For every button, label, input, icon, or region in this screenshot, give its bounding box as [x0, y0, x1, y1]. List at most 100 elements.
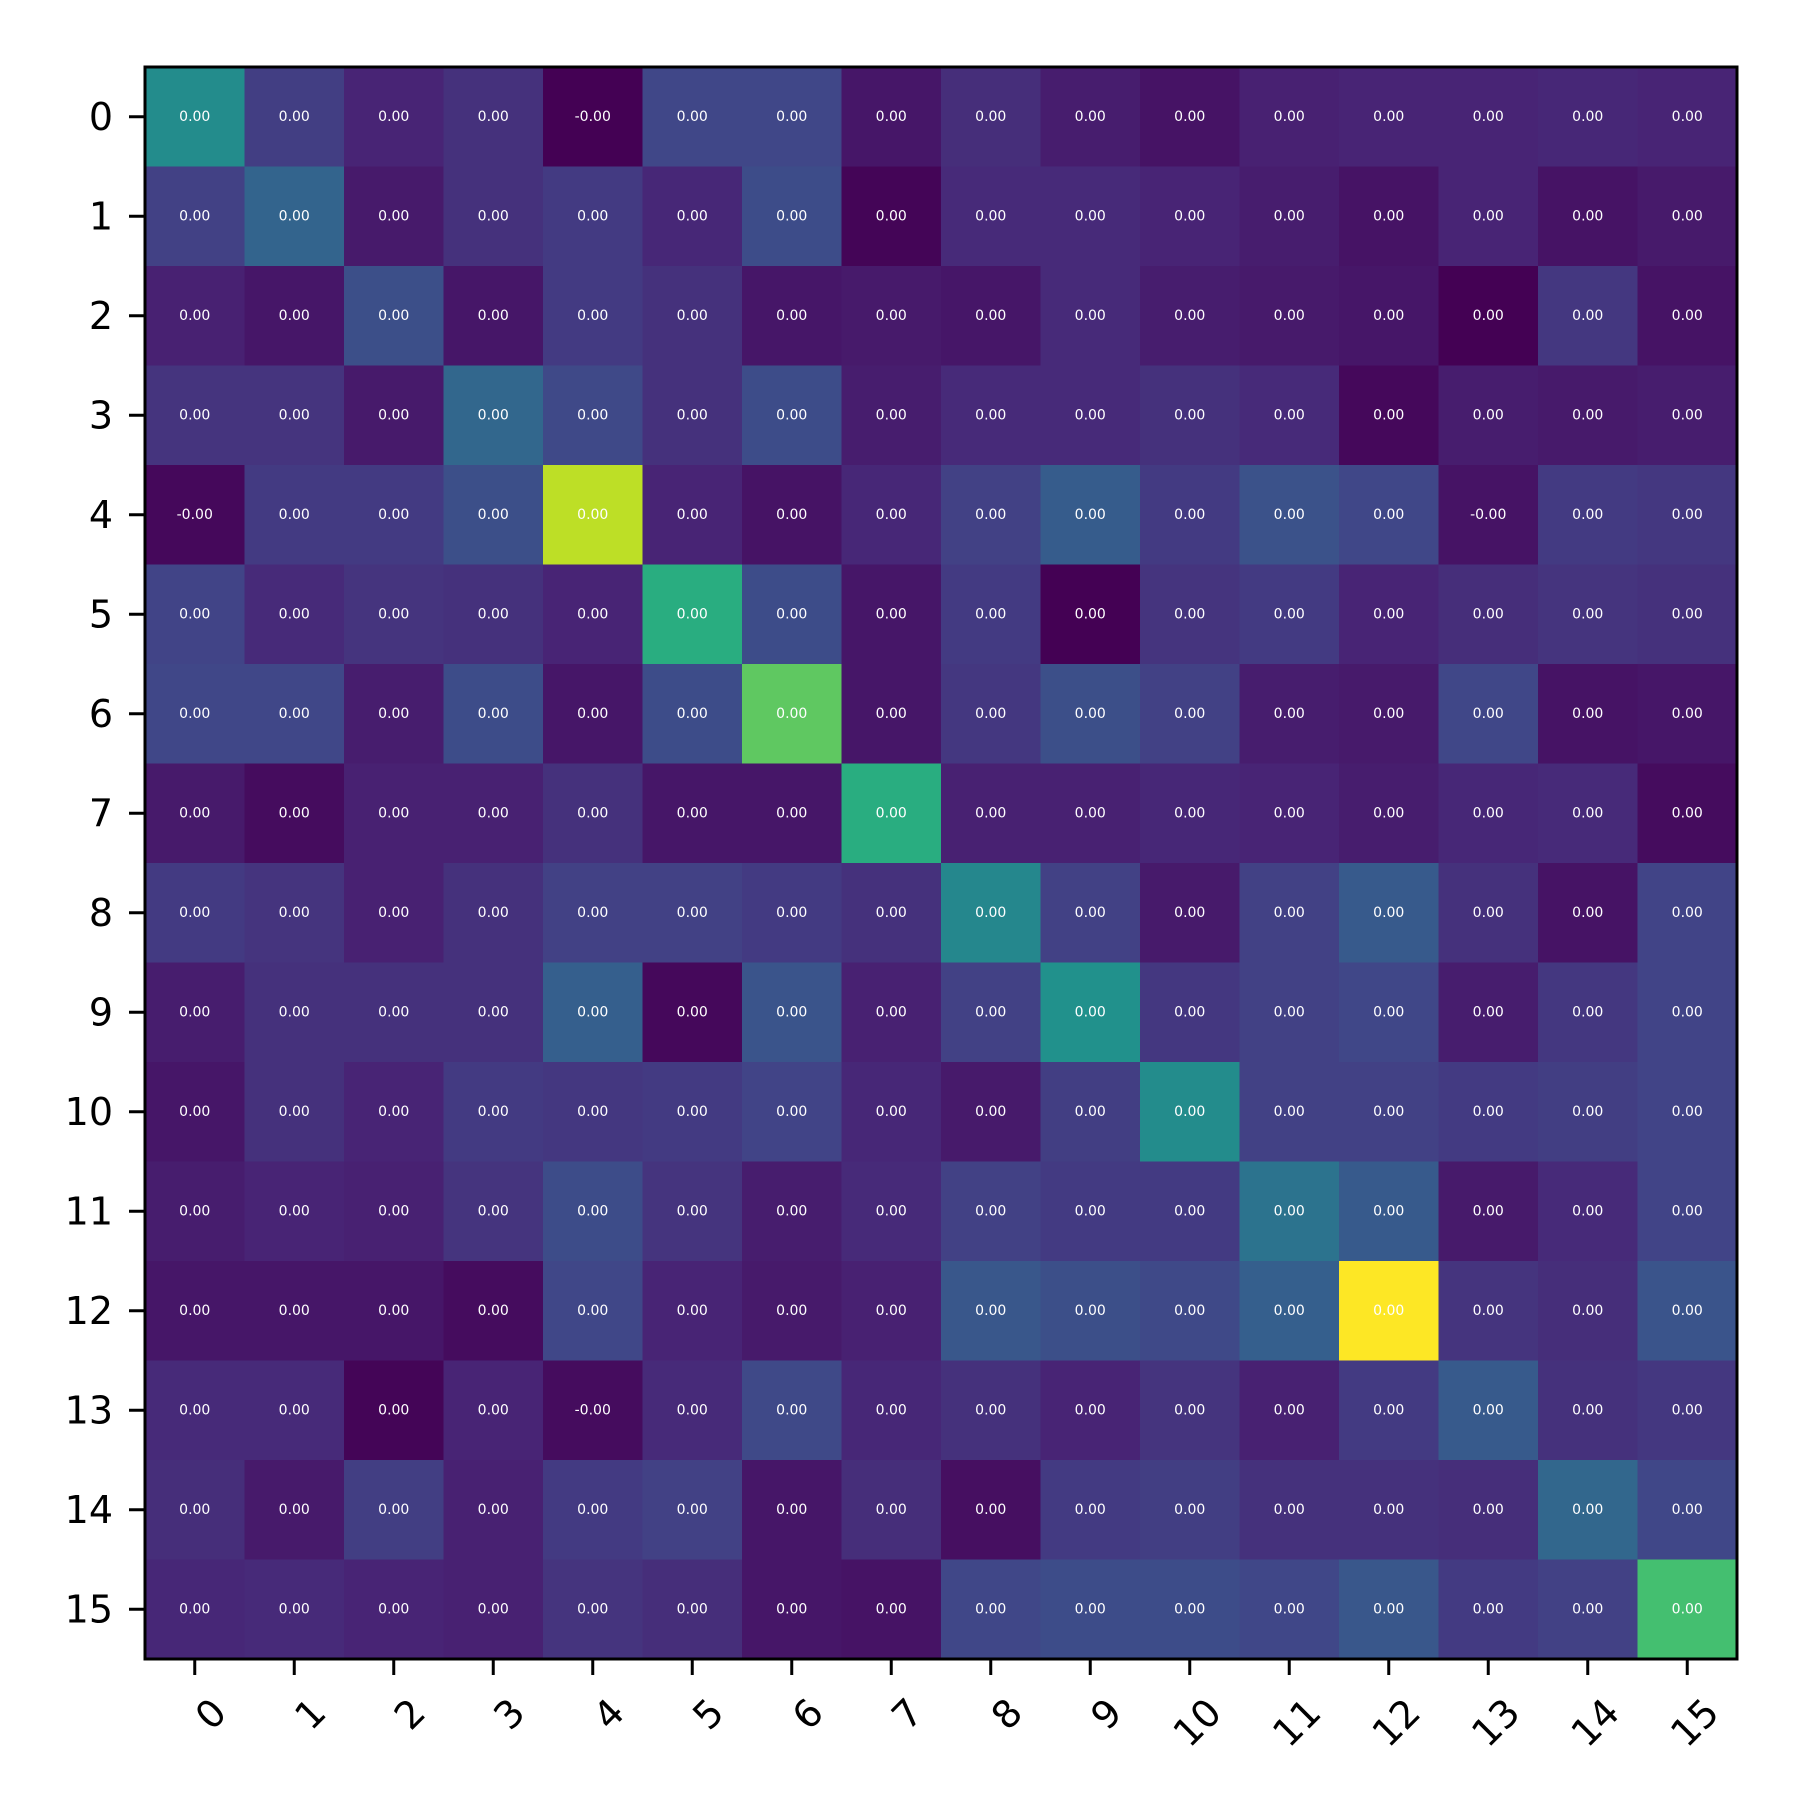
- cell-value-label: 0.00: [876, 1502, 907, 1518]
- heatmap-cell: [443, 1559, 544, 1660]
- heatmap-cell: [443, 763, 544, 864]
- cell-value-label: 0.00: [1373, 507, 1404, 523]
- heatmap-cell: [1438, 166, 1539, 267]
- heatmap-cell: [941, 962, 1042, 1063]
- heatmap-cell: [642, 664, 743, 765]
- heatmap-cell: [543, 962, 644, 1063]
- cell-value-label: 0.00: [1572, 1601, 1603, 1617]
- cell-value-label: 0.00: [1075, 109, 1106, 125]
- heatmap-cell: [742, 266, 843, 367]
- heatmap-cell: [1140, 266, 1241, 367]
- cell-value-label: 0.00: [1075, 1402, 1106, 1418]
- heatmap-cell: [941, 1161, 1042, 1262]
- cell-value-label: 0.00: [279, 1004, 310, 1020]
- cell-value-label: 0.00: [776, 706, 807, 722]
- heatmap-cell: [1239, 266, 1340, 367]
- cell-value-label: 0.00: [1274, 109, 1305, 125]
- cell-value-label: 0.00: [1174, 1004, 1205, 1020]
- cell-value-label: 0.00: [677, 1104, 708, 1120]
- heatmap-cell: [543, 1360, 644, 1461]
- heatmap-cell: [344, 1460, 445, 1561]
- cell-value-label: 0.00: [1075, 706, 1106, 722]
- cell-value-label: 0.00: [1572, 1402, 1603, 1418]
- cell-value-label: 0.00: [1274, 1502, 1305, 1518]
- heatmap-cell: [1140, 664, 1241, 765]
- heatmap-cell: [145, 1261, 246, 1362]
- heatmap-cell: [344, 962, 445, 1063]
- heatmap-cell: [1140, 1062, 1241, 1163]
- heatmap-cell: [244, 962, 345, 1063]
- cell-value-label: 0.00: [1075, 1601, 1106, 1617]
- heatmap-cell: [1339, 1360, 1440, 1461]
- heatmap-cell: [1637, 962, 1738, 1063]
- cell-value-label: 0.00: [1672, 507, 1703, 523]
- cell-value-label: 0.00: [1672, 1502, 1703, 1518]
- cell-value-label: 0.00: [1373, 706, 1404, 722]
- cell-value-label: 0.00: [179, 706, 210, 722]
- heatmap-cell: [1637, 863, 1738, 964]
- heatmap-cell: [145, 166, 246, 267]
- cell-value-label: 0.00: [876, 1104, 907, 1120]
- cell-value-label: 0.00: [577, 606, 608, 622]
- cell-value-label: 0.00: [179, 1601, 210, 1617]
- heatmap-cell: [1538, 1559, 1639, 1660]
- y-tick-label: 15: [65, 1587, 113, 1631]
- cell-value-label: 0.00: [677, 905, 708, 921]
- heatmap-cell: [543, 1460, 644, 1561]
- heatmap-cell: [1140, 564, 1241, 665]
- cell-value-label: 0.00: [1672, 1601, 1703, 1617]
- cell-value-label: 0.00: [876, 208, 907, 224]
- heatmap-cell: [941, 465, 1042, 566]
- cell-value-label: 0.00: [1075, 606, 1106, 622]
- cell-value-label: 0.00: [876, 606, 907, 622]
- heatmap-cell: [1339, 465, 1440, 566]
- cell-value-label: 0.00: [1473, 109, 1504, 125]
- cell-value-label: 0.00: [179, 1203, 210, 1219]
- cell-value-label: 0.00: [1174, 805, 1205, 821]
- heatmap-cell: [742, 1062, 843, 1163]
- heatmap-cell: [344, 1261, 445, 1362]
- cell-value-label: 0.00: [876, 706, 907, 722]
- heatmap-cell: [841, 664, 942, 765]
- heatmap-cell: [543, 564, 644, 665]
- cell-value-label: 0.00: [1373, 1303, 1404, 1319]
- heatmap-cell: [841, 863, 942, 964]
- cell-value-label: 0.00: [1075, 1203, 1106, 1219]
- cell-value-label: 0.00: [1672, 606, 1703, 622]
- cell-value-label: 0.00: [1174, 1303, 1205, 1319]
- heatmap-cell: [443, 962, 544, 1063]
- cell-value-label: 0.00: [1075, 1303, 1106, 1319]
- heatmap-cell: [742, 564, 843, 665]
- heatmap-cell: [244, 67, 345, 168]
- cell-value-label: 0.00: [1075, 1502, 1106, 1518]
- cell-value-label: 0.00: [776, 407, 807, 423]
- heatmap-cell: [145, 664, 246, 765]
- heatmap-cell: [145, 863, 246, 964]
- cell-value-label: -0.00: [177, 507, 213, 523]
- heatmap-cell: [1637, 1360, 1738, 1461]
- heatmap-cell: [1438, 1360, 1539, 1461]
- cell-value-label: 0.00: [378, 407, 409, 423]
- heatmap-cell: [841, 962, 942, 1063]
- cell-value-label: 0.00: [179, 1104, 210, 1120]
- heatmap-cell: [1040, 465, 1141, 566]
- heatmap-cell: [244, 1062, 345, 1163]
- cell-value-label: 0.00: [1672, 905, 1703, 921]
- cell-value-label: 0.00: [975, 1104, 1006, 1120]
- heatmap-cell: [1339, 1062, 1440, 1163]
- cell-value-label: 0.00: [378, 507, 409, 523]
- heatmap-cell: [244, 763, 345, 864]
- cell-value-label: 0.00: [1274, 606, 1305, 622]
- cell-value-label: 0.00: [1572, 706, 1603, 722]
- cell-value-label: 0.00: [378, 109, 409, 125]
- cell-value-label: 0.00: [179, 109, 210, 125]
- heatmap-cell: [344, 1360, 445, 1461]
- cell-value-label: 0.00: [478, 1104, 509, 1120]
- heatmap-cell: [1140, 1559, 1241, 1660]
- heatmap-cell: [145, 1559, 246, 1660]
- cell-value-label: 0.00: [975, 905, 1006, 921]
- heatmap-cell: [941, 1261, 1042, 1362]
- cell-value-label: 0.00: [1572, 905, 1603, 921]
- cell-value-label: 0.00: [677, 1303, 708, 1319]
